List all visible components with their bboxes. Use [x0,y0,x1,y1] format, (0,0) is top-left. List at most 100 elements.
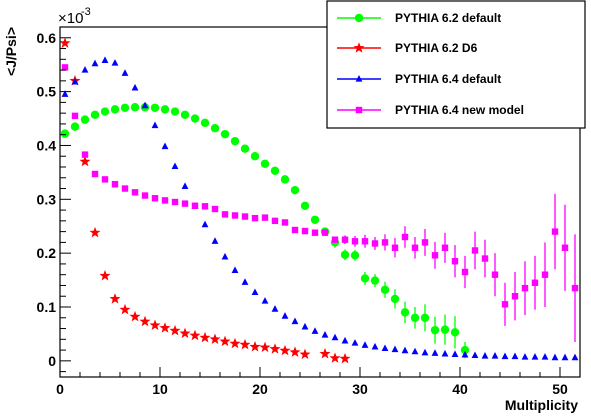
data-point [471,351,479,359]
data-point [81,66,89,73]
data-point [430,325,440,335]
legend-box [326,0,586,129]
data-point [200,118,210,128]
data-point [181,200,189,207]
data-point [551,228,559,235]
data-point [121,69,129,76]
axes-layer: 0 10 20 30 40 50 0 0.1 0.2 0.3 0.4 0.5 0.6 [37,26,581,397]
series-0 [60,103,470,359]
legend-label: PYTHIA 6.2 default [395,11,501,25]
data-point [421,348,429,356]
data-point [169,324,181,336]
data-point [101,56,109,63]
data-point [340,250,350,259]
data-point [189,329,201,341]
data-point [501,301,509,308]
data-point [91,59,99,67]
data-point [199,331,211,343]
data-point [380,285,390,294]
y-tick-label: 0.5 [37,84,57,100]
data-point [129,310,141,322]
data-point [451,350,459,357]
legend-label: PYTHIA 6.2 D6 [395,41,478,55]
data-point [201,220,209,228]
data-point [119,303,131,315]
data-point [60,129,70,138]
data-point [80,115,90,124]
data-point [250,152,260,161]
data-point [331,236,339,243]
data-point [279,344,291,356]
data-point [390,294,400,304]
data-point [481,255,489,262]
data-point [280,175,290,184]
data-point [259,341,271,353]
y-tick-label: 0.4 [37,137,57,153]
data-point [491,271,499,278]
x-tick-label: 20 [252,381,268,397]
legend-label: PYTHIA 6.4 default [395,72,501,86]
data-point [531,353,539,360]
data-point [541,271,549,278]
data-point [221,252,229,260]
data-layer [59,37,579,364]
data-point [89,226,101,238]
data-point [100,107,110,116]
data-point [61,64,69,71]
data-point [101,176,109,183]
data-point [311,229,319,236]
data-point [451,258,459,265]
legend-marker [353,42,365,53]
x-tick-label: 30 [352,381,368,397]
data-point [211,205,219,213]
data-point [251,214,259,222]
data-point [561,353,569,361]
data-point [171,198,179,206]
y-multiplier-exponent: -3 [81,6,91,18]
data-point [481,352,489,359]
data-point [151,121,159,129]
data-point [541,353,549,360]
x-tick-label: 40 [452,381,468,397]
x-tick-label: 10 [152,381,168,397]
series-3 [61,64,579,342]
data-point [261,297,269,304]
data-point [190,114,200,123]
data-point [70,122,80,131]
data-point [230,136,240,146]
data-point [241,278,249,285]
series-2 [61,56,579,361]
data-point [170,107,180,116]
data-point [361,341,369,348]
data-point [271,217,279,225]
legend: PYTHIA 6.2 default PYTHIA 6.2 D6 PYTHIA 6.… [326,0,586,129]
data-point [310,215,320,224]
data-point [160,105,170,114]
data-point [159,322,171,333]
data-point [299,348,311,360]
data-point [240,144,250,153]
data-point [371,240,379,247]
data-point [210,124,220,133]
data-point [351,238,359,245]
data-point [201,203,209,210]
data-point [111,59,119,66]
data-point [341,336,349,344]
data-point [571,353,579,361]
data-point [351,339,359,346]
data-point [111,181,119,188]
data-point [511,352,519,360]
series-1 [59,37,351,364]
data-point [311,327,319,334]
data-point [71,77,79,85]
y-tick-label: 0 [48,353,56,369]
x-tick-label: 0 [56,381,64,397]
data-point [501,352,509,360]
y-tick-label: 0.6 [37,30,57,46]
data-point [461,350,469,358]
data-point [220,129,230,139]
data-point [381,239,389,246]
data-point [79,155,91,167]
data-point [241,213,249,220]
data-point [290,185,300,195]
